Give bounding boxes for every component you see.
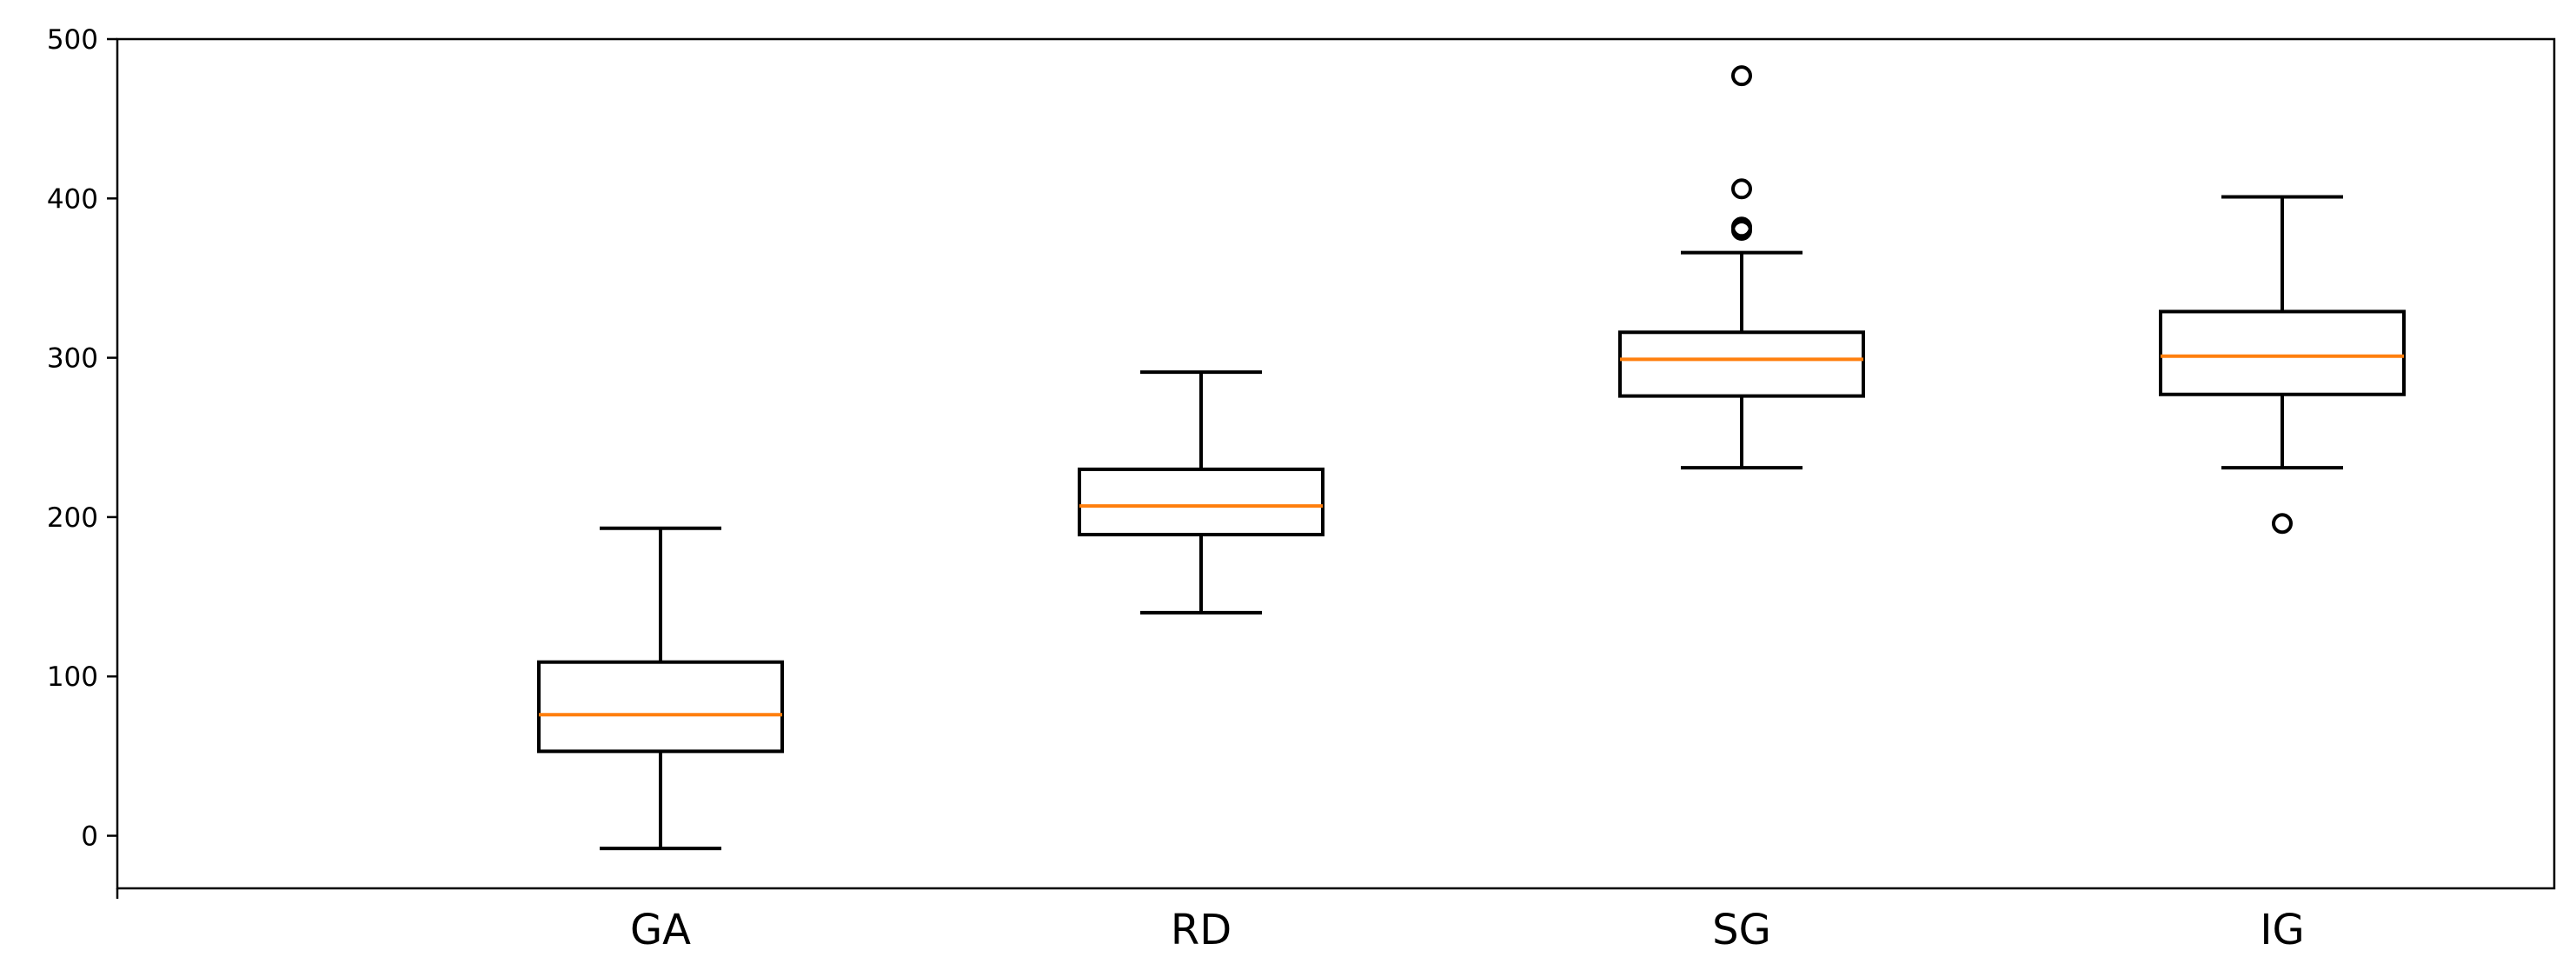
box-iqr (1078, 467, 1325, 537)
x-tick-label: SG (1712, 906, 1771, 954)
x-tick-label: GA (630, 906, 691, 954)
y-tick-label: 300 (47, 343, 98, 375)
outlier-point (1731, 65, 1752, 87)
outlier-point (1731, 178, 1752, 200)
box-iqr (1618, 330, 1865, 398)
box-group-ga (537, 526, 784, 851)
y-tick-label: 400 (47, 183, 98, 215)
outlier-point (1731, 216, 1752, 238)
y-tick-label: 500 (47, 24, 98, 56)
box-group-ig (2159, 195, 2406, 535)
plot-frame (116, 37, 2556, 890)
y-tick-label: 200 (47, 502, 98, 534)
y-tick-label: 100 (47, 661, 98, 693)
outlier-point (2272, 513, 2293, 535)
x-axis: GA RD SG IG (116, 888, 2305, 954)
box-iqr (2159, 309, 2406, 396)
x-tick-label: RD (1171, 906, 1232, 954)
plot-marks (537, 65, 2406, 851)
box-group-sg (1618, 65, 1865, 470)
y-axis: 0 100 200 300 400 500 (47, 24, 117, 853)
box-group-rd (1078, 370, 1325, 615)
box-iqr (537, 660, 784, 754)
x-tick-label: IG (2260, 906, 2304, 954)
y-tick-label: 0 (81, 821, 98, 853)
